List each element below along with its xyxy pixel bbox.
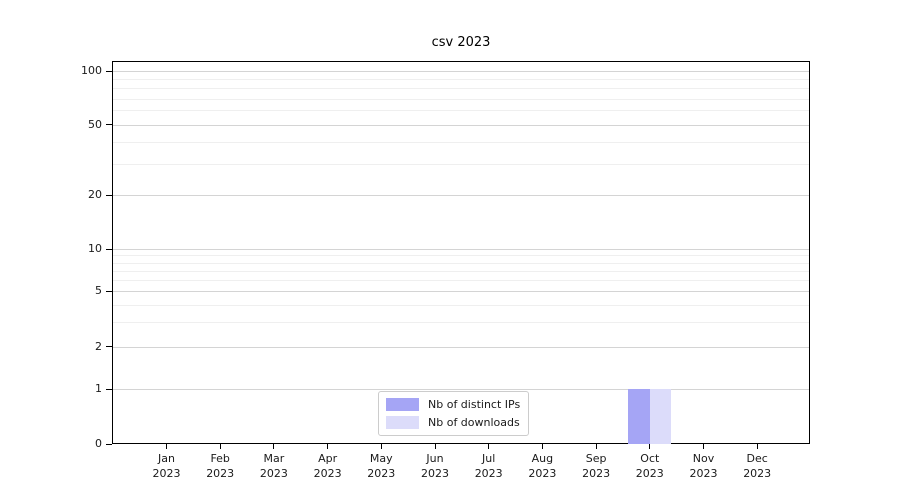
gridline-major-100 xyxy=(113,71,809,72)
gridline-minor-4 xyxy=(113,304,809,306)
x-tick-jul xyxy=(488,444,490,449)
x-tick-mar xyxy=(273,444,275,449)
y-tick-50 xyxy=(106,124,112,126)
gridline-minor-40 xyxy=(113,141,809,143)
x-tick-label-feb: Feb 2023 xyxy=(206,452,235,480)
y-tick-label-100: 100 xyxy=(81,64,102,77)
gridline-minor-70 xyxy=(113,98,809,100)
y-tick-label-10: 10 xyxy=(88,242,102,255)
y-tick-label-5: 5 xyxy=(95,284,102,298)
gridline-major-50 xyxy=(113,124,809,126)
gridline-minor-30 xyxy=(113,164,809,166)
x-tick-apr xyxy=(327,444,329,449)
legend-swatch-distinct-ips xyxy=(386,398,419,411)
x-tick-oct xyxy=(649,444,651,449)
x-tick-label-apr: Apr 2023 xyxy=(313,452,342,480)
x-tick-may xyxy=(380,444,382,449)
x-tick-jan xyxy=(166,444,167,449)
gridline-major-10 xyxy=(113,249,809,250)
plot-area xyxy=(112,61,810,444)
x-tick-label-dec: Dec 2023 xyxy=(743,452,772,480)
chart-title: csv 2023 xyxy=(431,35,491,50)
gridline-minor-90 xyxy=(113,79,809,81)
x-tick-label-aug: Aug 2023 xyxy=(528,452,557,480)
x-tick-label-jun: Jun 2023 xyxy=(421,452,449,480)
legend-item-distinct-ips: Nb of distinct IPs xyxy=(386,397,520,412)
gridline-major-5 xyxy=(113,291,809,293)
y-tick-label-2: 2 xyxy=(95,339,102,353)
legend-swatch-downloads xyxy=(386,416,419,429)
x-tick-aug xyxy=(541,444,543,449)
gridline-minor-80 xyxy=(113,88,809,90)
legend: Nb of distinct IPs Nb of downloads xyxy=(378,391,530,436)
legend-label-distinct-ips: Nb of distinct IPs xyxy=(428,398,521,411)
y-tick-label-0: 0 xyxy=(95,437,102,450)
y-tick-label-20: 20 xyxy=(88,188,102,202)
y-tick-2 xyxy=(106,346,112,348)
gridline-minor-9 xyxy=(113,255,809,257)
x-tick-sep xyxy=(595,444,597,449)
bar-nb-of-downloads-oct xyxy=(649,389,672,444)
x-tick-dec xyxy=(756,444,758,449)
gridline-minor-8 xyxy=(113,262,809,264)
x-tick-feb xyxy=(219,444,221,449)
gridline-minor-6 xyxy=(113,280,809,282)
y-tick-20 xyxy=(106,194,112,196)
x-tick-nov xyxy=(703,444,704,449)
gridline-major-20 xyxy=(113,195,809,197)
x-tick-label-nov: Nov 2023 xyxy=(689,452,718,480)
x-tick-jun xyxy=(434,444,436,449)
bar-nb-of-distinct-ips-oct xyxy=(628,389,650,444)
legend-item-downloads: Nb of downloads xyxy=(386,415,520,430)
x-tick-label-jul: Jul 2023 xyxy=(474,452,503,480)
x-tick-label-oct: Oct 2023 xyxy=(635,452,664,480)
gridline-major-2 xyxy=(113,346,809,348)
x-tick-label-mar: Mar 2023 xyxy=(259,452,288,480)
x-tick-label-may: May 2023 xyxy=(367,452,396,480)
gridline-major-1 xyxy=(113,389,809,390)
gridline-minor-7 xyxy=(113,270,809,272)
y-tick-0 xyxy=(106,443,112,445)
gridline-minor-60 xyxy=(113,110,809,112)
legend-label-downloads: Nb of downloads xyxy=(428,416,520,429)
y-tick-100 xyxy=(106,70,112,72)
y-tick-5 xyxy=(106,290,112,292)
y-tick-label-1: 1 xyxy=(95,382,102,395)
y-tick-1 xyxy=(106,388,112,390)
y-tick-label-50: 50 xyxy=(88,117,102,131)
x-tick-label-jan: Jan 2023 xyxy=(152,452,181,480)
y-tick-10 xyxy=(106,248,112,250)
x-tick-label-sep: Sep 2023 xyxy=(582,452,611,480)
gridline-minor-3 xyxy=(113,322,809,324)
